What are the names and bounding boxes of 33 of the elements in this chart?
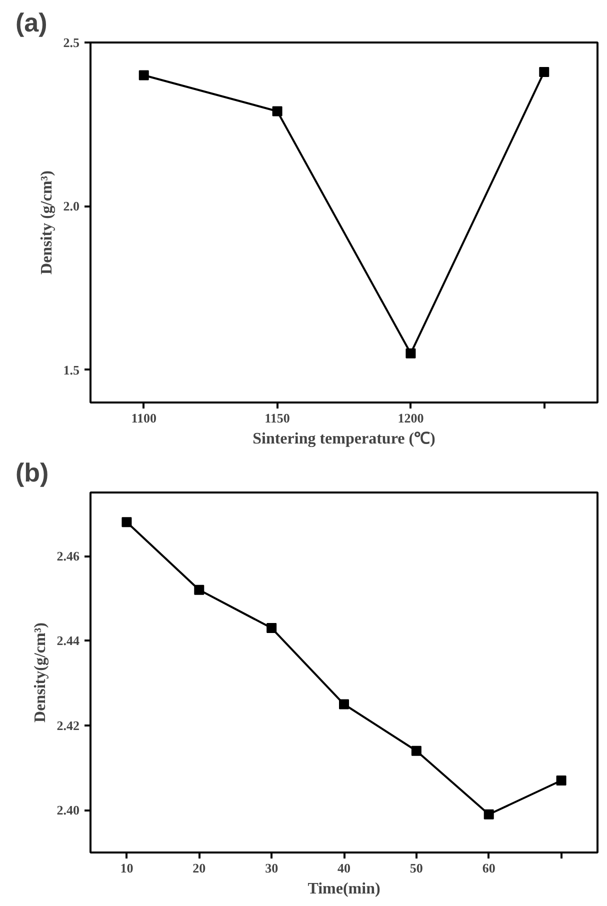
y-tick-label: 2.42: [56, 718, 80, 733]
y-tick-label: 2.40: [56, 802, 80, 818]
x-axis-title: Time(min): [308, 880, 380, 898]
x-tick-label: 20: [192, 860, 206, 876]
point: [194, 584, 204, 595]
point: [556, 776, 566, 786]
y-tick-label: 2.5: [63, 35, 80, 50]
x-tick-label: 30: [265, 860, 278, 876]
point: [138, 70, 149, 80]
point: [339, 699, 349, 710]
x-axis-title: Sintering temperature (℃): [252, 430, 436, 448]
x-tick-label: 1100: [131, 410, 157, 426]
x-tick-label: 1200: [398, 410, 424, 426]
x-tick-label: 40: [338, 860, 350, 876]
y-axis-title: Density(g/cm³): [32, 622, 49, 722]
x-tick-label: 60: [482, 860, 496, 876]
y-tick-label: 2.46: [56, 548, 80, 564]
point: [484, 809, 494, 820]
x-tick-label: 50: [410, 860, 423, 876]
point: [539, 66, 550, 77]
point: [122, 517, 132, 528]
y-tick-label: 2.0: [63, 198, 80, 214]
y-axis-title: Density (g/cm³): [38, 170, 56, 274]
y-tick-label: 2.44: [56, 633, 80, 648]
y-tick-label: 1.5: [63, 362, 80, 378]
point: [272, 106, 282, 116]
point: [406, 348, 416, 358]
chart-title: (a): [16, 8, 48, 38]
x-tick-label: 1150: [264, 410, 290, 426]
point: [266, 623, 277, 634]
x-tick-label: 10: [120, 860, 134, 876]
point: [411, 746, 422, 756]
chart-title: (b): [16, 458, 49, 488]
